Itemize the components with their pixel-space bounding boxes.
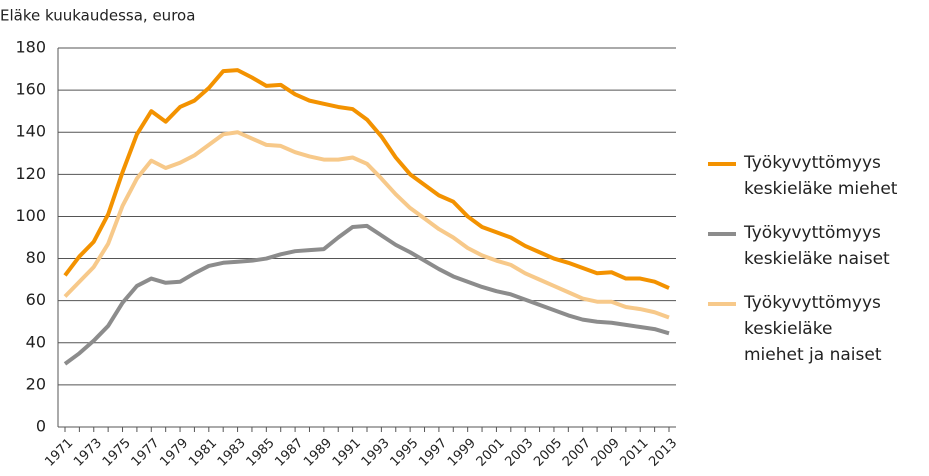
x-tick-label: 1999	[445, 436, 479, 470]
legend: Työkyvyttömyys keskieläke miehet Työkyvyt…	[708, 150, 897, 386]
x-tick-label: 1991	[330, 436, 364, 470]
x-tick-label: 1973	[71, 436, 105, 470]
x-tick-label: 2007	[560, 436, 594, 470]
x-tick-label: 2003	[502, 436, 536, 470]
x-tick-label: 1971	[42, 436, 76, 470]
series-line	[63, 68, 670, 290]
y-tick-label: 140	[15, 122, 46, 141]
y-tick-label: 160	[15, 80, 46, 99]
y-axis-title: Eläke kuukaudessa, euroa	[0, 7, 195, 25]
x-tick-label: 1981	[186, 436, 220, 470]
legend-swatch	[708, 302, 736, 306]
x-tick-label: 1997	[416, 436, 450, 470]
x-tick-label: 1977	[129, 436, 163, 470]
x-tick-label: 1985	[244, 436, 278, 470]
x-tick-label: 2011	[618, 436, 652, 470]
x-tick-label: 1979	[157, 436, 191, 470]
legend-label: Työkyvyttömyys keskieläke miehet ja nais…	[744, 293, 882, 365]
x-tick-label: 2001	[474, 436, 508, 470]
x-tick-label: 1989	[301, 436, 335, 470]
legend-item: Työkyvyttömyys keskieläke miehet	[708, 150, 897, 202]
y-tick-label: 0	[36, 417, 46, 436]
y-tick-label: 120	[15, 164, 46, 183]
y-tick-label: 60	[26, 290, 46, 309]
legend-label: Työkyvyttömyys keskieläke miehet	[744, 153, 898, 199]
x-tick-label: 1987	[272, 436, 306, 470]
x-tick-label: 2013	[646, 436, 680, 470]
x-tick-label: 2005	[531, 436, 565, 470]
y-tick-label: 100	[15, 206, 46, 225]
y-tick-label: 20	[26, 374, 46, 393]
legend-swatch	[708, 162, 736, 166]
x-tick-label: 2009	[589, 436, 623, 470]
y-tick-label: 180	[15, 38, 46, 57]
series-line	[63, 130, 670, 320]
x-tick-label: 1975	[100, 436, 134, 470]
x-tick-label: 1995	[387, 436, 421, 470]
legend-item: Työkyvyttömyys keskieläke miehet ja nais…	[708, 290, 897, 368]
series-line	[63, 223, 670, 366]
y-tick-label: 80	[26, 248, 46, 267]
y-tick-label: 40	[26, 332, 46, 351]
legend-swatch	[708, 232, 736, 236]
x-tick-label: 1983	[215, 436, 249, 470]
legend-item: Työkyvyttömyys keskieläke naiset	[708, 220, 897, 272]
x-tick-label: 1993	[359, 436, 393, 470]
legend-label: Työkyvyttömyys keskieläke naiset	[744, 223, 890, 269]
